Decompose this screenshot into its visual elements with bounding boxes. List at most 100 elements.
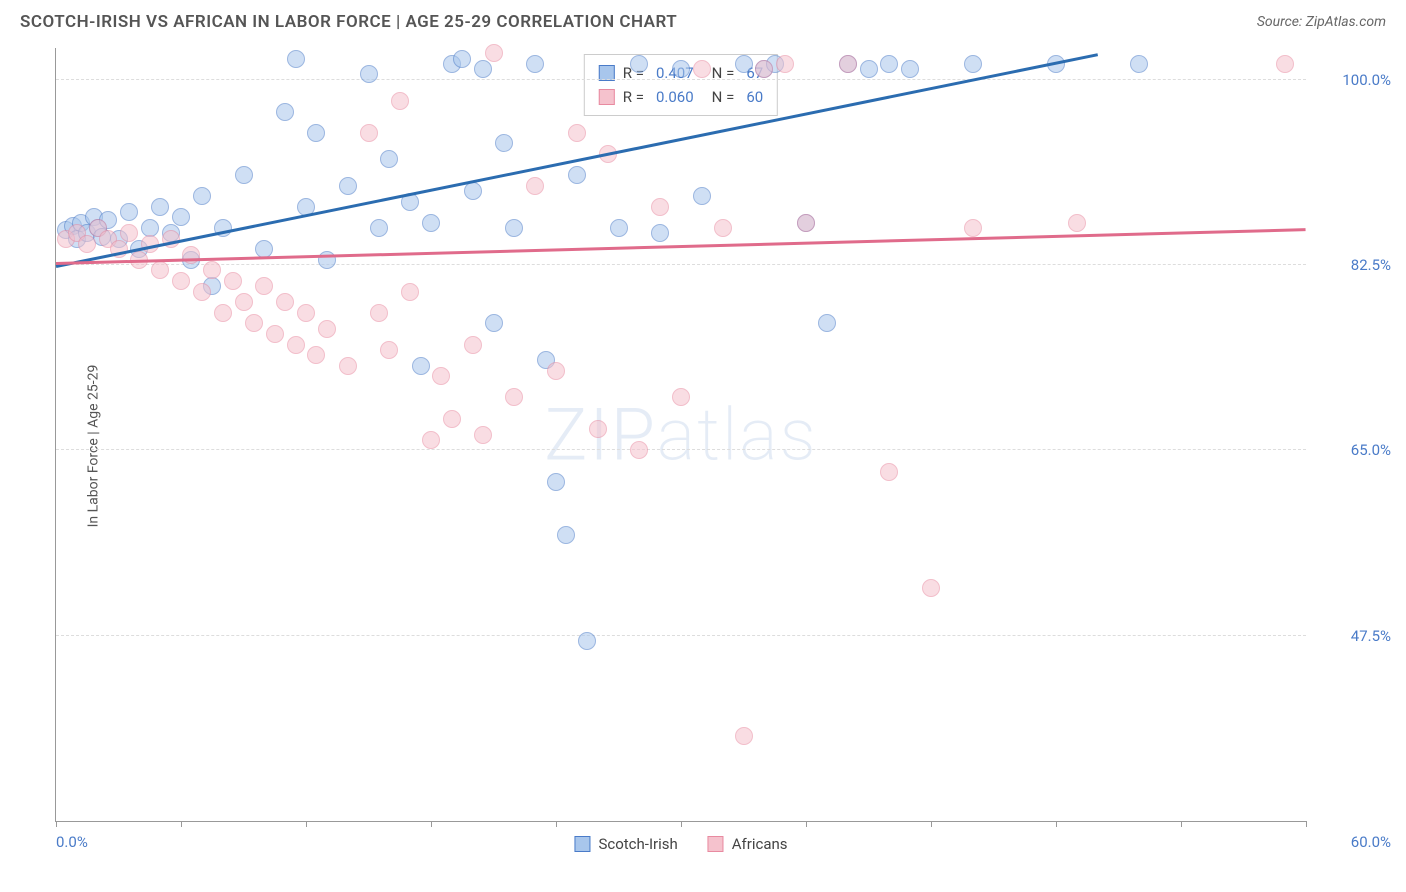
scatter-point (557, 526, 575, 544)
scatter-point (568, 124, 586, 142)
y-tick-label: 82.5% (1351, 256, 1391, 274)
scatter-point (193, 283, 211, 301)
x-tick (306, 821, 307, 827)
legend-label: Africans (732, 835, 788, 853)
scatter-point (568, 166, 586, 184)
scatter-point (370, 304, 388, 322)
scatter-point (360, 65, 378, 83)
scatter-point (776, 55, 794, 73)
legend-swatch (708, 836, 724, 852)
scatter-point (880, 463, 898, 481)
scatter-point (464, 182, 482, 200)
gridline-horizontal (56, 449, 1306, 450)
gridline-horizontal (56, 79, 1306, 80)
scatter-point (235, 293, 253, 311)
legend-swatch (574, 836, 590, 852)
scatter-point (474, 426, 492, 444)
scatter-point (526, 55, 544, 73)
x-tick (556, 821, 557, 827)
legend-swatch (599, 89, 615, 105)
scatter-point (589, 420, 607, 438)
scatter-point (797, 214, 815, 232)
scatter-point (78, 235, 96, 253)
scatter-point (287, 336, 305, 354)
scatter-point (370, 219, 388, 237)
scatter-point (380, 150, 398, 168)
scatter-point (526, 177, 544, 195)
chart-plot-area: ZIPatlas R =0.407N =67R =0.060N =60 Scot… (55, 48, 1306, 822)
legend-item: Scotch-Irish (574, 835, 677, 853)
scatter-point (307, 124, 325, 142)
chart-header: SCOTCH-IRISH VS AFRICAN IN LABOR FORCE |… (0, 0, 1406, 40)
y-tick-label: 100.0% (1342, 71, 1391, 89)
x-tick-label: 0.0% (56, 833, 88, 851)
scatter-point (443, 410, 461, 428)
x-tick-label: 60.0% (1351, 833, 1391, 851)
scatter-point (172, 272, 190, 290)
scatter-point (276, 103, 294, 121)
scatter-point (339, 177, 357, 195)
scatter-point (255, 277, 273, 295)
scatter-point (307, 346, 325, 364)
scatter-point (735, 55, 753, 73)
scatter-point (432, 367, 450, 385)
scatter-point (360, 124, 378, 142)
scatter-point (474, 60, 492, 78)
scatter-point (578, 632, 596, 650)
scatter-point (485, 314, 503, 332)
scatter-point (735, 727, 753, 745)
scatter-point (422, 431, 440, 449)
scatter-point (630, 441, 648, 459)
scatter-point (391, 92, 409, 110)
scatter-point (547, 473, 565, 491)
scatter-point (1276, 55, 1294, 73)
scatter-point (755, 60, 773, 78)
scatter-point (505, 219, 523, 237)
scatter-point (610, 219, 628, 237)
scatter-point (453, 50, 471, 68)
x-tick (431, 821, 432, 827)
scatter-point (214, 304, 232, 322)
scatter-point (651, 198, 669, 216)
scatter-point (922, 579, 940, 597)
x-tick (1181, 821, 1182, 827)
legend-label: Scotch-Irish (598, 835, 677, 853)
legend-r-value: 0.060 (656, 85, 694, 109)
scatter-point (1068, 214, 1086, 232)
scatter-point (339, 357, 357, 375)
scatter-point (901, 60, 919, 78)
scatter-point (672, 388, 690, 406)
gridline-horizontal (56, 264, 1306, 265)
scatter-point (235, 166, 253, 184)
scatter-point (964, 55, 982, 73)
legend-stat-row: R =0.060N =60 (599, 85, 763, 109)
scatter-point (266, 325, 284, 343)
y-tick-label: 65.0% (1351, 441, 1391, 459)
scatter-point (714, 219, 732, 237)
scatter-point (151, 198, 169, 216)
scatter-point (495, 134, 513, 152)
scatter-point (297, 304, 315, 322)
scatter-point (693, 187, 711, 205)
scatter-point (120, 203, 138, 221)
scatter-point (651, 224, 669, 242)
legend-item: Africans (708, 835, 788, 853)
y-tick-label: 47.5% (1351, 627, 1391, 645)
scatter-point (547, 362, 565, 380)
legend-r-label: R = (623, 85, 644, 109)
scatter-point (693, 60, 711, 78)
scatter-point (276, 293, 294, 311)
scatter-point (151, 261, 169, 279)
scatter-point (318, 320, 336, 338)
gridline-horizontal (56, 635, 1306, 636)
x-tick (931, 821, 932, 827)
legend-n-label: N = (712, 61, 735, 85)
chart-source: Source: ZipAtlas.com (1257, 14, 1386, 30)
scatter-point (172, 208, 190, 226)
scatter-point (203, 261, 221, 279)
scatter-point (224, 272, 242, 290)
scatter-point (401, 283, 419, 301)
scatter-point (412, 357, 430, 375)
scatter-point (380, 341, 398, 359)
scatter-point (964, 219, 982, 237)
